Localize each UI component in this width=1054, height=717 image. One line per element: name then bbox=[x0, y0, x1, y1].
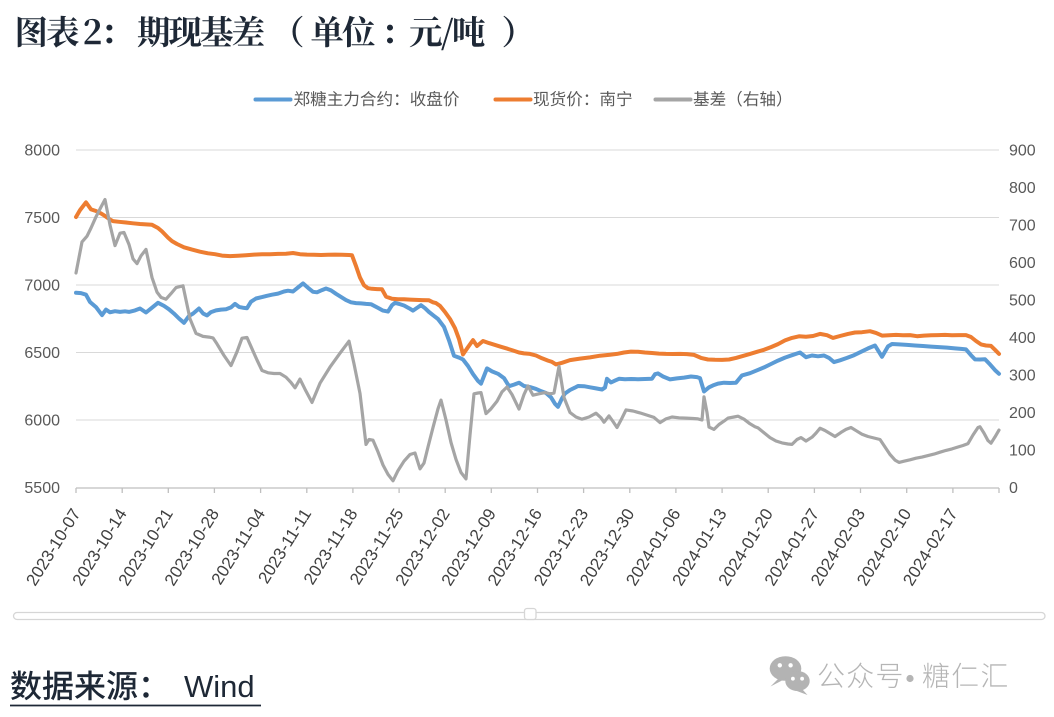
svg-text:8000: 8000 bbox=[24, 143, 60, 160]
svg-text:600: 600 bbox=[1009, 255, 1036, 272]
svg-text:300: 300 bbox=[1009, 368, 1036, 385]
svg-text:6500: 6500 bbox=[24, 345, 60, 362]
svg-text:7000: 7000 bbox=[24, 278, 60, 295]
svg-text:800: 800 bbox=[1009, 180, 1036, 197]
svg-text:Wind: Wind bbox=[184, 669, 255, 704]
svg-text:400: 400 bbox=[1009, 330, 1036, 347]
svg-text:100: 100 bbox=[1009, 443, 1036, 460]
svg-text:700: 700 bbox=[1009, 218, 1036, 235]
svg-text:0: 0 bbox=[1009, 480, 1018, 497]
svg-text:200: 200 bbox=[1009, 405, 1036, 422]
svg-text:500: 500 bbox=[1009, 293, 1036, 310]
svg-text:900: 900 bbox=[1009, 143, 1036, 160]
svg-text:6000: 6000 bbox=[24, 413, 60, 430]
svg-text:7500: 7500 bbox=[24, 210, 60, 227]
svg-text:5500: 5500 bbox=[24, 480, 60, 497]
